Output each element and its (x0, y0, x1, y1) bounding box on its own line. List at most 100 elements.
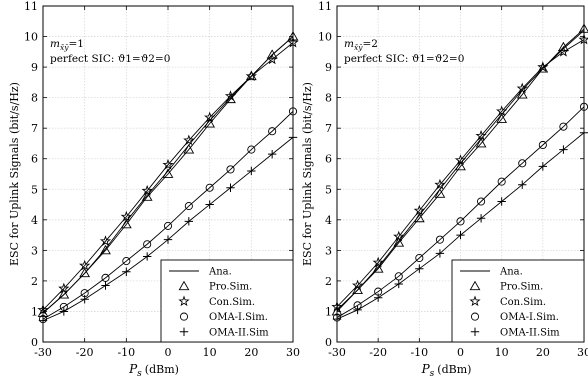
annotation-sic: perfect SIC: ϑ1=ϑ2=0 (50, 53, 170, 65)
annotation-m-base: m (344, 38, 354, 50)
legend-label: Pro.Sim. (209, 282, 252, 293)
data-point-triangle (434, 188, 446, 198)
legend-marker-star (178, 295, 190, 307)
axis-ticks: -30 -20 -10 0 10 20 30 0 1 2 3 4 5 6 7 8 9 10 11 (318, 0, 588, 359)
data-point-circle (288, 107, 298, 116)
legend-marker-triangle (469, 280, 481, 291)
y-tick-label: 8 (31, 92, 38, 105)
legend-label: Ana. (208, 267, 232, 278)
data-point-triangle (516, 89, 528, 99)
y-tick-label: 7 (31, 122, 38, 135)
data-point-plus (122, 267, 131, 276)
data-point-plus (184, 217, 194, 226)
x-tick-label: 0 (457, 346, 464, 359)
data-point-star (99, 235, 112, 246)
data-point-triangle (245, 70, 257, 81)
x-tick-label: 10 (203, 346, 217, 359)
data-point-star (475, 129, 487, 141)
data-point-triangle (455, 160, 466, 171)
data-point-star (204, 111, 216, 123)
annotation-m: mx̄ȳ=2 (344, 38, 378, 52)
y-tick-label: 0 (31, 336, 38, 349)
x-tick-label: -20 (76, 346, 94, 359)
data-point-triangle (141, 191, 153, 201)
legend-label: OMA-II.Sim (209, 327, 269, 338)
chart-panel-2: -30 -20 -10 0 10 20 30 0 1 2 3 4 5 6 7 8 9 10 11 ESC for Up… (301, 0, 588, 379)
data-point-plus (267, 149, 277, 159)
data-point-circle (247, 145, 256, 154)
data-point-plus (353, 305, 362, 315)
y-tick-label: 1 (325, 305, 332, 318)
data-point-star (183, 134, 195, 146)
axis-ticks: -30 -20 -10 0 10 20 30 0 1 2 3 4 5 6 7 8 9 10 11 (24, 0, 300, 359)
data-point-plus (497, 197, 506, 206)
y-tick-label: 7 (325, 122, 332, 135)
x-axis-label-main: P (128, 362, 138, 376)
data-point-star (141, 184, 153, 196)
data-point-triangle (266, 49, 278, 59)
data-point-plus (456, 230, 465, 240)
data-point-star (351, 279, 364, 291)
x-tick-label: 30 (577, 346, 588, 359)
x-tick-label: -30 (34, 346, 52, 359)
series-line (42, 111, 294, 320)
data-point-triangle (372, 263, 384, 273)
data-point-triangle (287, 31, 299, 41)
y-tick-label: 2 (325, 275, 332, 288)
y-tick-label: 10 (24, 31, 38, 44)
data-point-circle (497, 177, 506, 186)
legend-marker-circle (179, 312, 189, 321)
data-point-circle (122, 257, 131, 266)
y-tick-label: 5 (31, 183, 38, 196)
data-point-triangle (558, 41, 569, 52)
legend-entry: Pro.Sim. (178, 280, 252, 293)
series-line (336, 106, 585, 318)
data-point-circle (477, 197, 486, 206)
series-line (336, 39, 585, 308)
data-point-triangle (413, 212, 425, 223)
legend-marker-star (469, 295, 481, 307)
legend-entry: OMA-II.Sim (179, 327, 269, 338)
legend-entry: Con.Sim. (178, 295, 255, 308)
y-tick-label: 8 (325, 92, 332, 105)
data-point-circle (163, 221, 173, 230)
annotation-m-sub: x̄ȳ (60, 43, 69, 52)
data-point-circle (518, 159, 527, 168)
y-tick-label: 6 (31, 153, 38, 166)
data-point-plus (38, 316, 48, 325)
data-point-star (120, 210, 132, 222)
data-point-plus (579, 128, 588, 137)
chart-panel-1: -30 -20 -10 0 10 20 30 0 1 2 3 4 5 6 7 8 9 10 11 ESC for Up… (8, 0, 300, 379)
x-tick-label: 20 (536, 346, 550, 359)
x-axis-label-sub: s (137, 369, 142, 379)
data-point-plus (226, 183, 235, 192)
legend: Ana. Pro.Sim. Con.Sim. OMA-I.Sim. OMA-II.Sim (160, 259, 294, 343)
y-axis-label: ESC for Uplink Signals (bit/s/Hz) (301, 82, 314, 266)
y-tick-label: 0 (325, 336, 332, 349)
data-point-triangle (352, 284, 363, 294)
data-point-star (266, 53, 278, 65)
legend-marker-circle (470, 312, 480, 321)
x-axis-label: Ps (dBm) (128, 362, 179, 379)
data-point-circle (268, 127, 277, 136)
y-tick-label: 11 (24, 0, 38, 13)
data-point-circle (538, 140, 547, 150)
legend-label: Pro.Sim. (500, 282, 543, 293)
legend-label: Con.Sim. (500, 297, 546, 308)
y-tick-label: 11 (318, 0, 332, 13)
data-point-triangle (79, 267, 91, 278)
data-point-star (516, 82, 528, 94)
data-point-star (372, 256, 384, 268)
data-point-plus (59, 307, 69, 316)
annotation-m-value: =1 (68, 38, 83, 50)
data-point-star (224, 90, 237, 101)
data-point-plus (288, 133, 298, 142)
legend-marker-plus (179, 327, 189, 336)
legend-marker-plus (470, 327, 480, 336)
data-point-circle (456, 217, 465, 226)
legend-label: OMA-I.Sim. (500, 312, 559, 323)
y-axis-label: ESC for Uplink Signals (bit/s/Hz) (8, 82, 21, 266)
x-axis-label: Ps (dBm) (421, 362, 472, 379)
data-point-star (578, 33, 588, 45)
